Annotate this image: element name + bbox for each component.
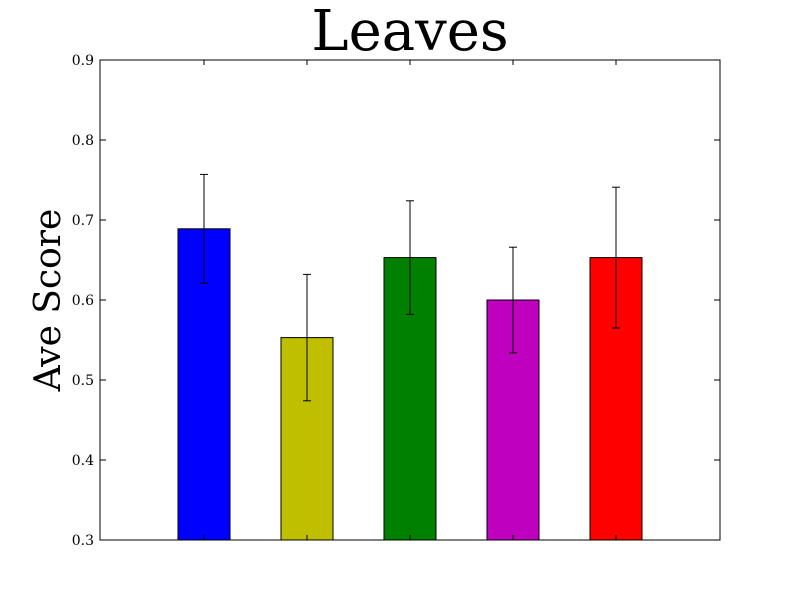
error-bars-group xyxy=(200,173,620,402)
y-tick-label: 0.6 xyxy=(72,293,94,309)
error-bar-3 xyxy=(406,200,414,315)
error-bar-1 xyxy=(200,173,208,284)
y-tick-label: 0.9 xyxy=(72,53,94,69)
error-bar-5 xyxy=(612,186,620,329)
y-ticks-group: 0.3 0.4 0.5 0.6 0.7 0.8 0.9 xyxy=(72,53,720,549)
plot-frame xyxy=(99,59,721,541)
chart-title: Leaves xyxy=(311,0,508,64)
y-tick-label: 0.7 xyxy=(72,213,94,229)
y-tick-label: 0.3 xyxy=(72,533,94,549)
y-axis-label: Ave Score xyxy=(28,209,69,393)
error-bar-2 xyxy=(303,273,311,402)
y-tick-label: 0.5 xyxy=(72,373,94,389)
error-bar-4 xyxy=(509,246,517,354)
y-tick-label: 0.4 xyxy=(72,453,94,469)
y-tick-label: 0.8 xyxy=(72,133,94,149)
